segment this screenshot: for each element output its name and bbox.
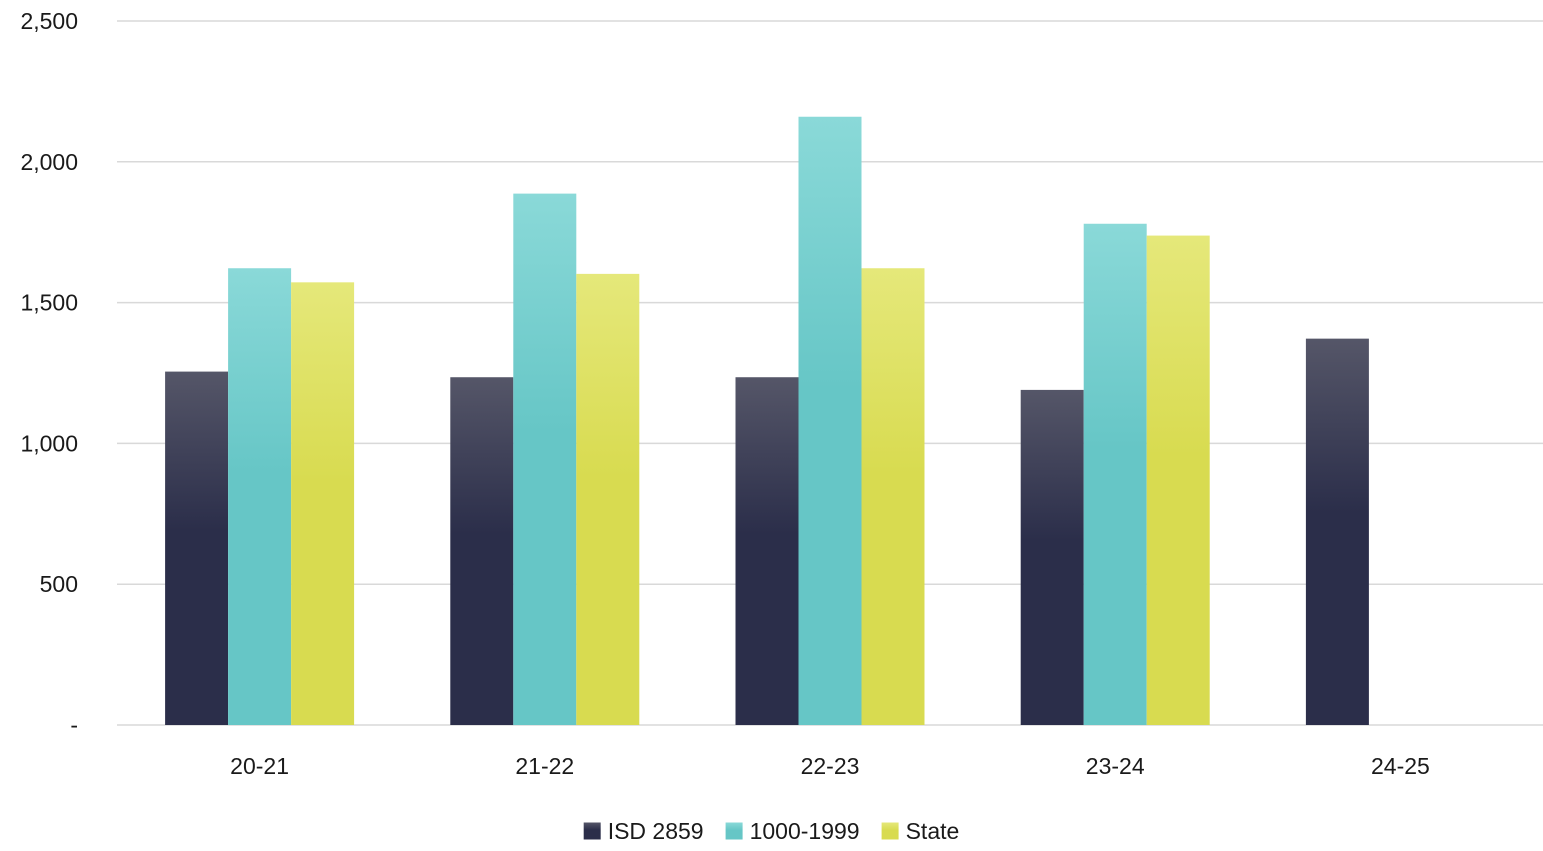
y-tick-label: 1,000 <box>20 430 78 456</box>
bar-isd-2859-23-24 <box>1020 389 1084 725</box>
bar-state-23-24 <box>1146 235 1210 725</box>
x-category-label: 23-24 <box>1086 753 1145 779</box>
y-tick-label: 2,000 <box>20 149 78 175</box>
bar-state-21-22 <box>576 273 640 725</box>
bars <box>165 116 1369 726</box>
x-category-label: 20-21 <box>230 753 289 779</box>
bar-state-20-21 <box>291 282 355 725</box>
legend-label: ISD 2859 <box>608 818 704 844</box>
x-category-label: 21-22 <box>515 753 574 779</box>
legend-label: State <box>906 818 960 844</box>
legend-swatch <box>881 822 899 840</box>
x-axis-category-labels: 20-21 21-22 22-23 23-24 24-25 <box>230 753 1430 779</box>
bar-1000-1999-20-21 <box>228 268 292 725</box>
legend: ISD 2859 1000-1999 State <box>583 818 960 844</box>
legend-item: State <box>881 818 960 844</box>
bar-1000-1999-21-22 <box>513 193 577 726</box>
x-category-label: 22-23 <box>801 753 860 779</box>
y-tick-label: 2,500 <box>20 8 78 34</box>
bar-isd-2859-22-23 <box>735 377 799 725</box>
bar-state-22-23 <box>861 268 925 725</box>
bar-isd-2859-21-22 <box>450 377 514 725</box>
x-category-label: 24-25 <box>1371 753 1430 779</box>
y-tick-label: 1,500 <box>20 290 78 316</box>
y-tick-label: - <box>70 712 78 738</box>
legend-swatch <box>583 822 601 840</box>
bar-1000-1999-23-24 <box>1083 223 1147 725</box>
y-axis-tick-labels: - 500 1,000 1,500 2,000 2,500 <box>20 8 78 738</box>
legend-swatch <box>725 822 743 840</box>
legend-item: 1000-1999 <box>725 818 860 844</box>
legend-item: ISD 2859 <box>583 818 704 844</box>
bar-isd-2859-20-21 <box>165 371 229 725</box>
bar-1000-1999-22-23 <box>798 116 862 725</box>
legend-label: 1000-1999 <box>750 818 860 844</box>
bar-isd-2859-24-25 <box>1305 338 1369 725</box>
y-tick-label: 500 <box>40 571 78 597</box>
